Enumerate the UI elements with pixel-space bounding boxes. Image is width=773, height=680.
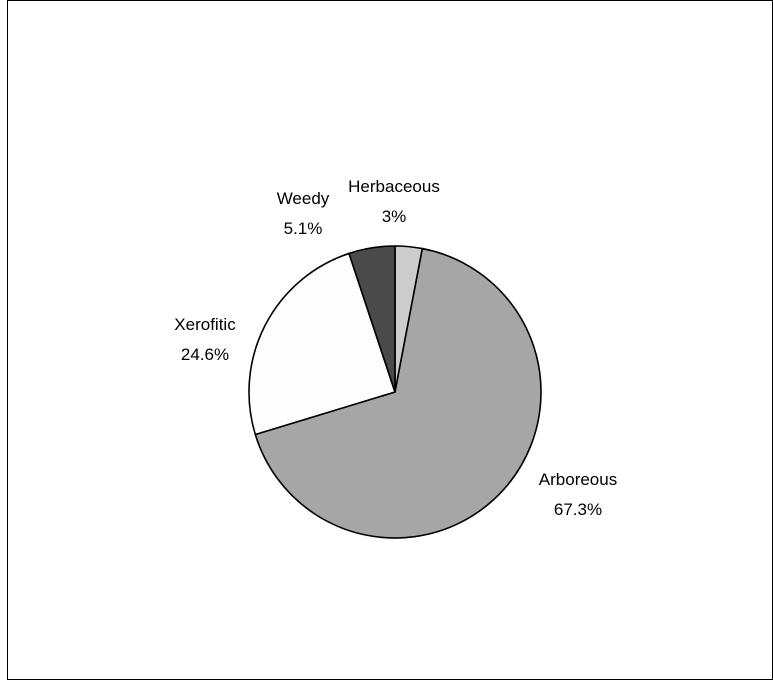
pie-slice-weedy [348,245,396,393]
slice-value-arboreous: 67.3% [554,500,602,519]
pie-slice-arboreous [254,247,542,539]
pie-slices [248,245,542,539]
pie-labels: Herbaceous 3% Arboreous 67.3% Xerofitic 24.6%… [174,177,617,519]
slice-label-weedy: Weedy [277,189,330,208]
pie-slice-xerofitic [248,252,396,436]
pie-chart: Herbaceous 3% Arboreous 67.3% Xerofitic 24.6%… [174,177,617,539]
slice-value-herbaceous: 3% [382,207,407,226]
slice-label-arboreous: Arboreous [539,470,617,489]
slice-label-herbaceous: Herbaceous [348,177,440,196]
slice-value-weedy: 5.1% [284,219,323,238]
slice-value-xerofitic: 24.6% [181,345,229,364]
slice-label-xerofitic: Xerofitic [174,315,236,334]
